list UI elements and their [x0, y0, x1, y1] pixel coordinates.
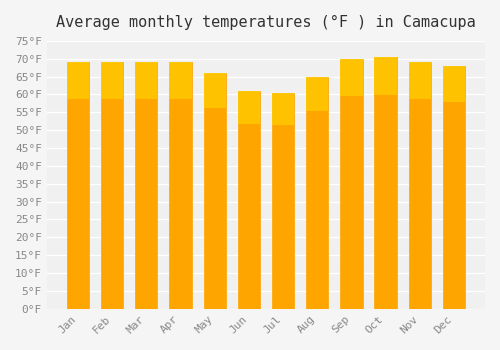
Bar [170, 62, 192, 309]
Bar [408, 62, 431, 309]
Bar [238, 91, 260, 124]
Bar [340, 59, 362, 96]
Bar [67, 62, 89, 99]
Bar [340, 59, 362, 309]
Bar [272, 93, 294, 125]
Bar [170, 62, 192, 99]
Bar [306, 77, 328, 309]
Bar [204, 73, 226, 108]
Bar [443, 66, 465, 309]
Bar [135, 62, 158, 309]
Bar [408, 62, 431, 99]
Bar [374, 57, 396, 309]
Bar [238, 91, 260, 309]
Bar [272, 93, 294, 309]
Bar [101, 62, 123, 99]
Bar [101, 62, 123, 309]
Bar [135, 62, 158, 99]
Bar [374, 57, 396, 95]
Bar [204, 73, 226, 309]
Bar [306, 77, 328, 111]
Bar [443, 66, 465, 102]
Title: Average monthly temperatures (°F ) in Camacupa: Average monthly temperatures (°F ) in Ca… [56, 15, 476, 30]
Bar [67, 62, 89, 309]
